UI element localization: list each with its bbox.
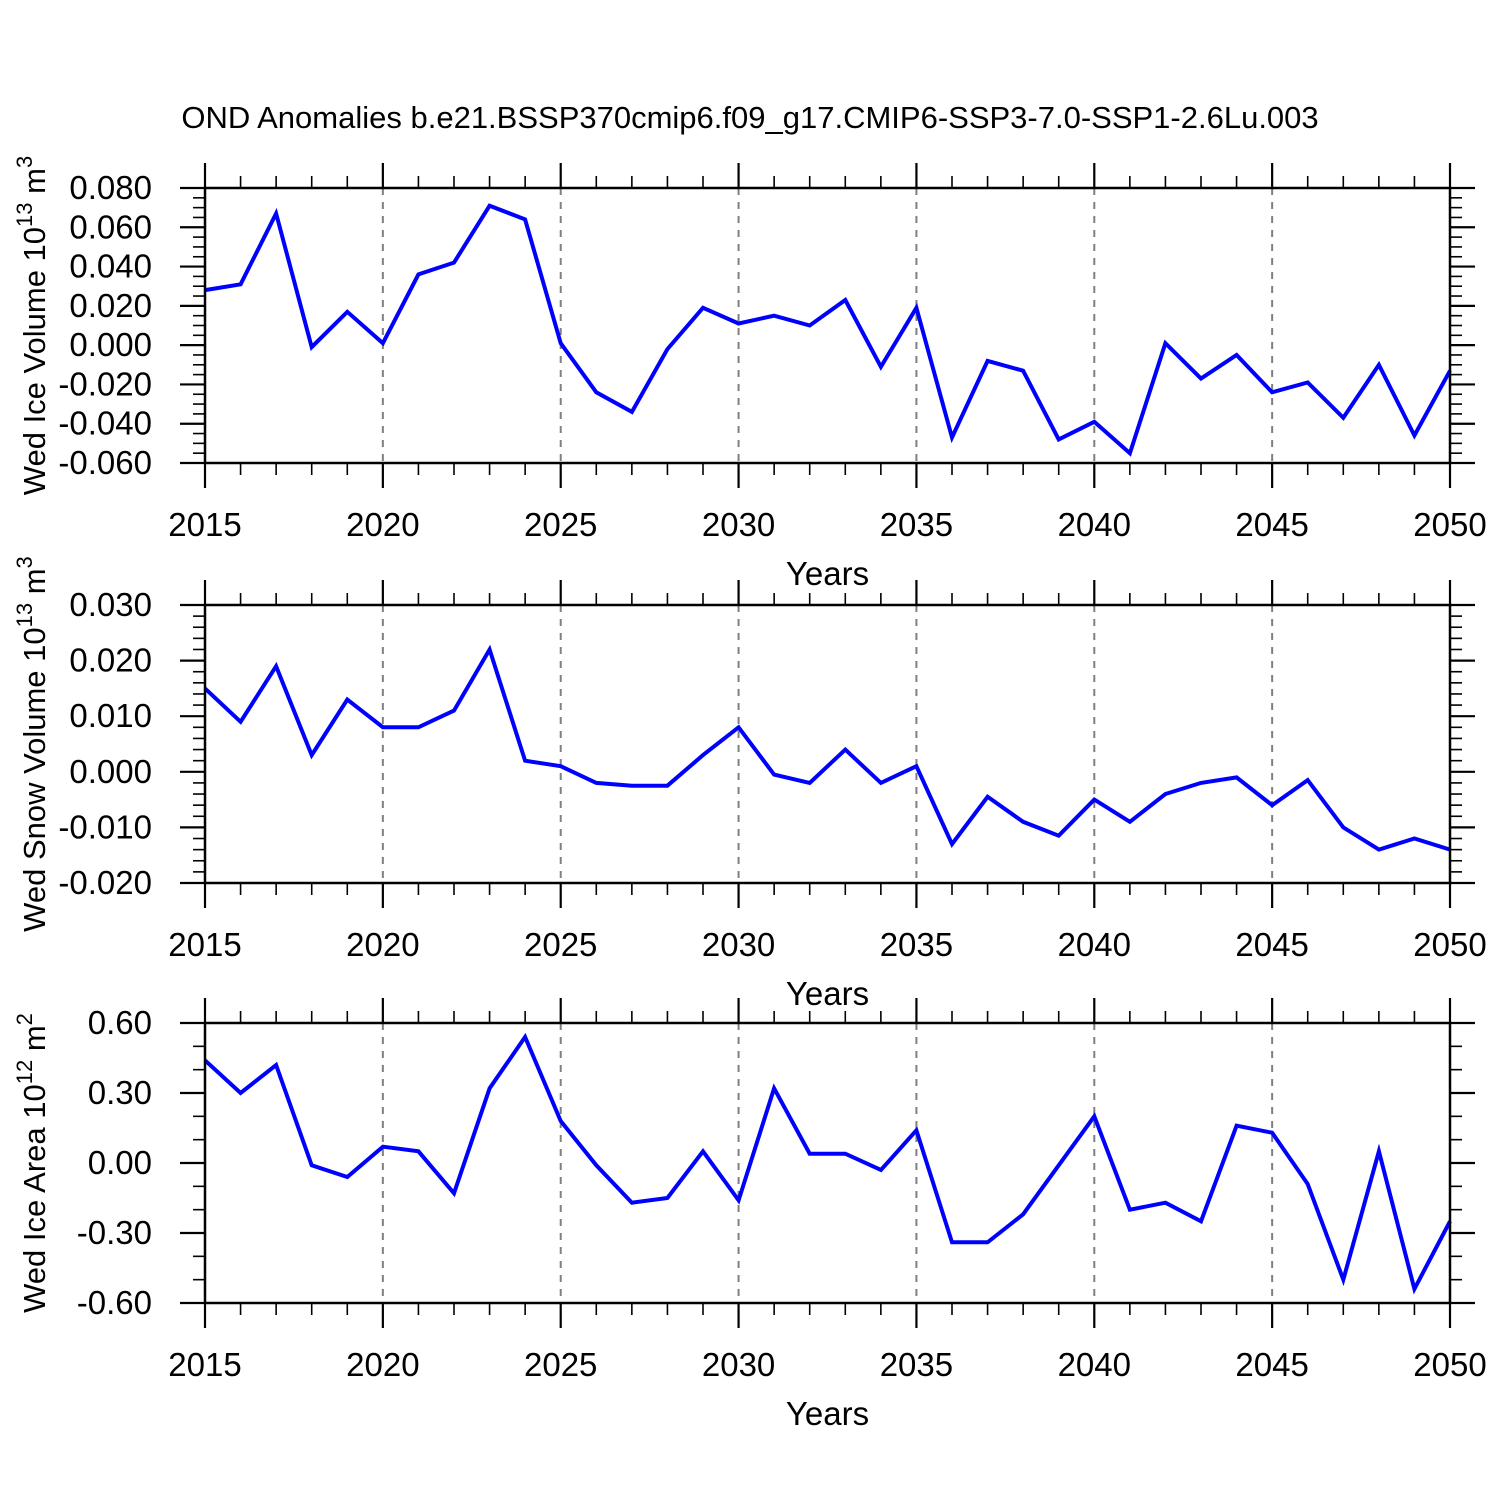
- y-axis-title-unit: m: [17, 168, 52, 202]
- y-tick-label: 0.000: [69, 326, 152, 363]
- y-tick-label: -0.30: [77, 1214, 152, 1251]
- y-axis-title: Wed Ice Area 1012 m2: [12, 1013, 52, 1313]
- y-tick-label: 0.30: [88, 1074, 152, 1111]
- x-tick-label: 2025: [524, 1346, 597, 1383]
- y-tick-label: 0.080: [69, 169, 152, 206]
- x-tick-label: 2030: [702, 506, 775, 543]
- x-tick-label: 2050: [1413, 926, 1486, 963]
- y-tick-label: 0.030: [69, 586, 152, 623]
- x-tick-label: 2015: [168, 926, 241, 963]
- y-axis-title-unit-exponent: 2: [12, 1013, 37, 1025]
- y-axis-title-exponent: 13: [12, 603, 37, 627]
- y-axis-title-exponent: 12: [12, 1060, 37, 1084]
- x-tick-label: 2025: [524, 926, 597, 963]
- x-tick-label: 2050: [1413, 1346, 1486, 1383]
- x-tick-label: 2020: [346, 1346, 419, 1383]
- x-tick-label: 2015: [168, 1346, 241, 1383]
- data-line: [204, 203, 1452, 457]
- data-line: [203, 644, 1451, 852]
- plot-frame: [203, 1021, 1452, 1305]
- y-tick-label: 0.040: [69, 248, 152, 285]
- data-line: [203, 1032, 1452, 1295]
- figure-title: OND Anomalies b.e21.BSSP370cmip6.f09_g17…: [181, 100, 1319, 135]
- x-tick-label: 2020: [346, 506, 419, 543]
- x-tick-label: 2040: [1058, 926, 1131, 963]
- y-tick-label: 0.60: [88, 1004, 152, 1041]
- y-tick-label: 0.00: [88, 1144, 152, 1181]
- x-tick-label: 2040: [1058, 1346, 1131, 1383]
- chart-1-wed-ice-volume: 2015 2020 2025 2030 2035 2040 2045 20500.0800.0…: [12, 156, 1487, 592]
- x-tick-label: 2015: [168, 506, 241, 543]
- y-tick-label: 0.020: [69, 642, 152, 679]
- x-tick-label: 2020: [346, 926, 419, 963]
- x-tick-label: 2035: [880, 926, 953, 963]
- chart-2-wed-snow-volume: 2015 2020 2025 2030 2035 2040 2045 2050 0.030 0.0…: [12, 556, 1487, 1012]
- y-tick-label: 0.010: [69, 697, 152, 734]
- y-tick-label: -0.020: [58, 864, 152, 901]
- y-tick-label: 0.000: [69, 753, 152, 790]
- y-axis-title-text: Wed Ice Area 10: [17, 1084, 52, 1313]
- y-axis-title: Wed Ice Volume 1013 m3: [12, 156, 52, 495]
- x-axis-title: Years: [786, 555, 869, 592]
- x-tick-label: 2030: [702, 926, 775, 963]
- y-tick-label: 0.060: [69, 208, 152, 245]
- x-tick-label: 2035: [880, 506, 953, 543]
- chart-3-wed-ice-area: 2015 2020 2025 2030 2035 2040 2045 2050 0.60 0.30…: [12, 998, 1487, 1432]
- x-tick-label: 2030: [702, 1346, 775, 1383]
- y-axis-title-unit: m: [17, 568, 52, 602]
- x-axis-title: Years: [786, 1395, 869, 1432]
- y-axis-title-unit: m: [17, 1025, 52, 1059]
- x-tick-label: 2025: [524, 506, 597, 543]
- plot-frame: [203, 603, 1452, 885]
- y-axis-title: Wed Snow Volume 1013 m3: [12, 556, 52, 932]
- y-axis-title-text: Wed Ice Volume 10: [17, 227, 52, 495]
- x-tick-label: 2050: [1413, 506, 1486, 543]
- y-tick-label: 0.020: [69, 287, 152, 324]
- y-tick-label: -0.010: [58, 808, 152, 845]
- y-axis-title-exponent: 13: [12, 202, 37, 226]
- x-tick-label: 2045: [1235, 926, 1308, 963]
- y-tick-label: -0.060: [58, 444, 152, 481]
- x-axis-title: Years: [786, 975, 869, 1012]
- y-axis-title-text: Wed Snow Volume 10: [17, 627, 52, 931]
- x-tick-label: 2035: [880, 1346, 953, 1383]
- y-axis-title-unit-exponent: 3: [12, 556, 37, 568]
- x-tick-label: 2045: [1235, 1346, 1308, 1383]
- y-axis-title-unit-exponent: 3: [12, 156, 37, 168]
- y-tick-label: -0.020: [58, 365, 152, 402]
- x-tick-label: 2040: [1058, 506, 1131, 543]
- x-tick-label: 2045: [1235, 506, 1308, 543]
- y-tick-label: -0.040: [58, 405, 152, 442]
- y-tick-label: -0.60: [77, 1284, 152, 1321]
